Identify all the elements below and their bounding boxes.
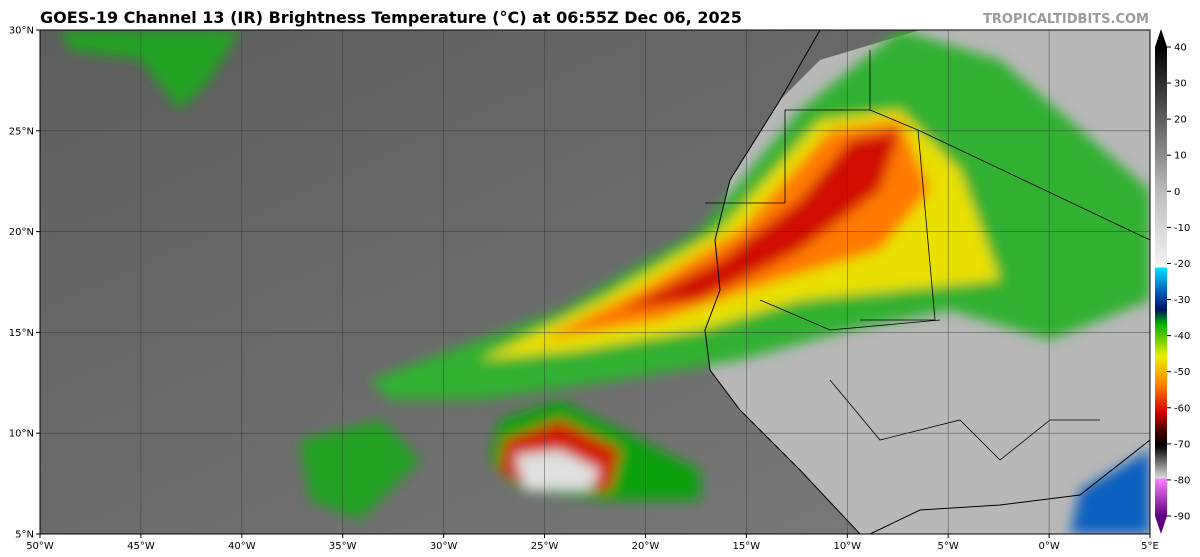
colorbar-tick-label: -20 xyxy=(1174,259,1190,270)
colorbar-tick-label: 0 xyxy=(1174,187,1180,198)
lon-tick-label: 50°W xyxy=(26,541,54,552)
colorbar-arrow-bottom xyxy=(1155,516,1167,534)
lon-tick-label: 15°W xyxy=(733,541,761,552)
lon-tick-label: 0°W xyxy=(1038,541,1059,552)
cloud-band xyxy=(60,30,1150,534)
map xyxy=(39,29,1151,535)
lat-tick-label: 25°N xyxy=(9,126,34,137)
colorbar xyxy=(1155,29,1167,534)
colorbar-tick-label: -90 xyxy=(1174,512,1190,523)
lon-tick-label: 30°W xyxy=(430,541,458,552)
lon-tick-label: 5°W xyxy=(938,541,959,552)
lat-tick-label: 20°N xyxy=(9,227,34,238)
title: GOES-19 Channel 13 (IR) Brightness Tempe… xyxy=(40,8,742,27)
lon-tick-label: 25°W xyxy=(531,541,559,552)
colorbar-tick-label: -10 xyxy=(1174,223,1190,234)
colorbar-tick-label: -80 xyxy=(1174,475,1190,486)
lat-tick-label: 30°N xyxy=(9,26,34,37)
colorbar-tick-label: -50 xyxy=(1174,367,1190,378)
source: TROPICALTIDBITS.COM xyxy=(983,12,1149,27)
lat-tick-label: 15°N xyxy=(9,328,34,339)
colorbar-tick-label: -60 xyxy=(1174,403,1190,414)
colorbar-scale xyxy=(1155,47,1167,516)
colorbar-tick-label: 20 xyxy=(1174,115,1187,126)
colorbar-tick-label: 40 xyxy=(1174,43,1187,54)
lon-tick-label: 40°W xyxy=(228,541,256,552)
colorbar-arrow-top xyxy=(1155,29,1167,47)
lon-tick-label: 10°W xyxy=(833,541,861,552)
coastline xyxy=(704,30,1150,534)
lon-tick-label: 5°E xyxy=(1141,541,1159,552)
colorbar-tick-label: 30 xyxy=(1174,79,1187,90)
lat-tick-label: 5°N xyxy=(15,530,34,541)
lat-tick-label: 10°N xyxy=(9,429,34,440)
lon-tick-label: 45°W xyxy=(127,541,155,552)
map-frame xyxy=(39,29,1151,535)
colorbar-tick-label: -70 xyxy=(1174,439,1190,450)
lon-tick-label: 20°W xyxy=(632,541,660,552)
lon-tick-label: 35°W xyxy=(329,541,357,552)
borders xyxy=(705,50,1150,461)
colorbar-tick-label: 10 xyxy=(1174,151,1187,162)
colorbar-tick-label: -40 xyxy=(1174,331,1190,342)
colorbar-tick-label: -30 xyxy=(1174,295,1190,306)
